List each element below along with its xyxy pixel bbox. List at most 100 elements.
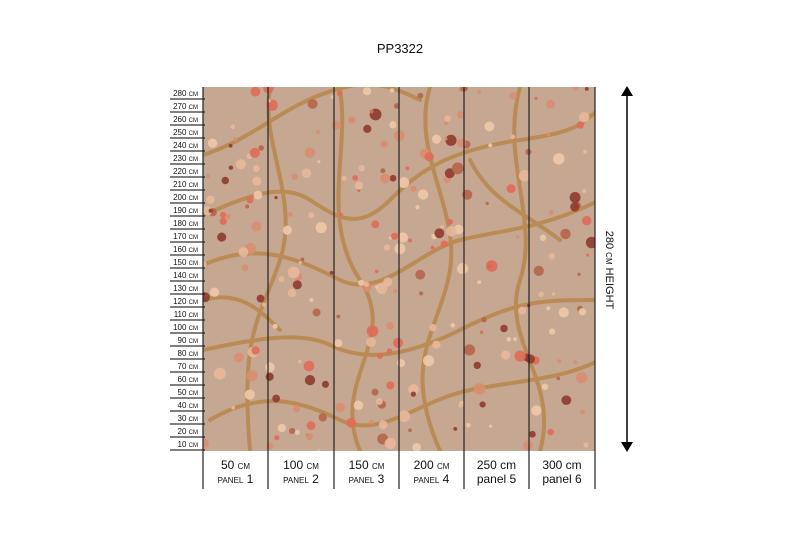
dot xyxy=(506,336,512,342)
dot xyxy=(266,442,274,450)
dot xyxy=(423,355,435,367)
dot xyxy=(249,147,260,158)
dot xyxy=(513,337,517,342)
panel-label: panel 6 xyxy=(542,472,582,486)
dot xyxy=(440,240,448,248)
dot xyxy=(203,292,210,303)
dot xyxy=(397,232,408,243)
branch xyxy=(245,88,288,451)
dot xyxy=(546,306,551,311)
dot xyxy=(348,116,356,124)
panel-width: 250 cm xyxy=(477,458,516,472)
dot xyxy=(393,337,404,348)
ruler-label: 120 cm xyxy=(173,297,198,306)
dot xyxy=(380,140,389,148)
ruler-label: 170 cm xyxy=(173,232,198,241)
dot xyxy=(316,448,320,451)
dot xyxy=(206,195,215,205)
dot xyxy=(407,238,413,243)
dot xyxy=(575,372,588,384)
dot xyxy=(272,323,278,329)
dot xyxy=(412,442,422,451)
dot xyxy=(394,243,406,255)
dot xyxy=(444,168,455,179)
ruler-label: 150 cm xyxy=(173,258,198,267)
dot xyxy=(375,285,379,289)
dot xyxy=(318,413,327,422)
dot xyxy=(341,175,347,181)
dot xyxy=(219,217,227,225)
dot xyxy=(389,88,395,93)
dot xyxy=(282,225,292,235)
dot xyxy=(380,168,386,174)
dot xyxy=(363,281,370,287)
ruler-label: 140 cm xyxy=(173,271,198,280)
dot xyxy=(393,103,400,109)
dot xyxy=(389,174,397,182)
dot xyxy=(390,232,399,240)
dot xyxy=(307,98,318,109)
dot xyxy=(488,143,493,148)
dot xyxy=(274,435,280,441)
panel-label: panel 2 xyxy=(283,472,319,486)
dot xyxy=(213,367,226,380)
dot xyxy=(509,92,517,100)
dot xyxy=(386,348,393,354)
dot xyxy=(207,138,218,148)
dot xyxy=(443,121,448,126)
branch xyxy=(203,295,282,332)
dot xyxy=(297,359,302,364)
ruler-label: 50 cm xyxy=(178,388,198,397)
dot xyxy=(576,121,584,129)
dot xyxy=(321,380,330,388)
dot xyxy=(304,375,316,386)
ruler-label: 230 cm xyxy=(173,154,198,163)
dot xyxy=(221,176,229,185)
dot xyxy=(317,160,321,164)
panel-label: panel 4 xyxy=(414,472,450,486)
dot xyxy=(252,164,260,173)
dot xyxy=(556,376,561,381)
dot xyxy=(485,260,498,272)
dot xyxy=(371,388,379,396)
ruler-label: 90 cm xyxy=(178,336,198,345)
dot xyxy=(265,362,275,373)
dot xyxy=(256,294,265,303)
dot xyxy=(419,291,424,296)
dot xyxy=(484,121,495,132)
dot xyxy=(315,129,320,135)
dot xyxy=(398,177,410,189)
dot xyxy=(369,419,374,425)
dot xyxy=(586,253,590,257)
dot xyxy=(506,184,516,194)
dot xyxy=(203,260,207,268)
dot xyxy=(408,428,412,433)
ruler-label: 130 cm xyxy=(173,284,198,293)
dot xyxy=(577,272,581,276)
ruler-label: 280 cm xyxy=(173,89,198,98)
dot xyxy=(265,372,274,381)
dot xyxy=(529,430,536,438)
dot xyxy=(374,269,379,274)
dot xyxy=(477,90,482,95)
ruler-label: 100 cm xyxy=(173,323,198,332)
ruler-label: 30 cm xyxy=(178,414,198,423)
ruler-label: 60 cm xyxy=(178,375,198,384)
dot xyxy=(582,188,587,193)
dot xyxy=(346,417,356,428)
dot xyxy=(546,132,551,137)
dot xyxy=(272,394,281,403)
dot xyxy=(353,400,364,411)
dot xyxy=(251,346,260,355)
dot xyxy=(539,234,547,241)
dot xyxy=(424,151,434,162)
dot xyxy=(383,244,391,251)
height-label: 280 cm HEIGHT xyxy=(603,231,615,310)
dot xyxy=(209,287,220,297)
dot xyxy=(251,221,262,232)
dot xyxy=(336,90,343,97)
dot xyxy=(518,169,531,182)
branch xyxy=(203,200,595,287)
dot xyxy=(232,137,238,142)
